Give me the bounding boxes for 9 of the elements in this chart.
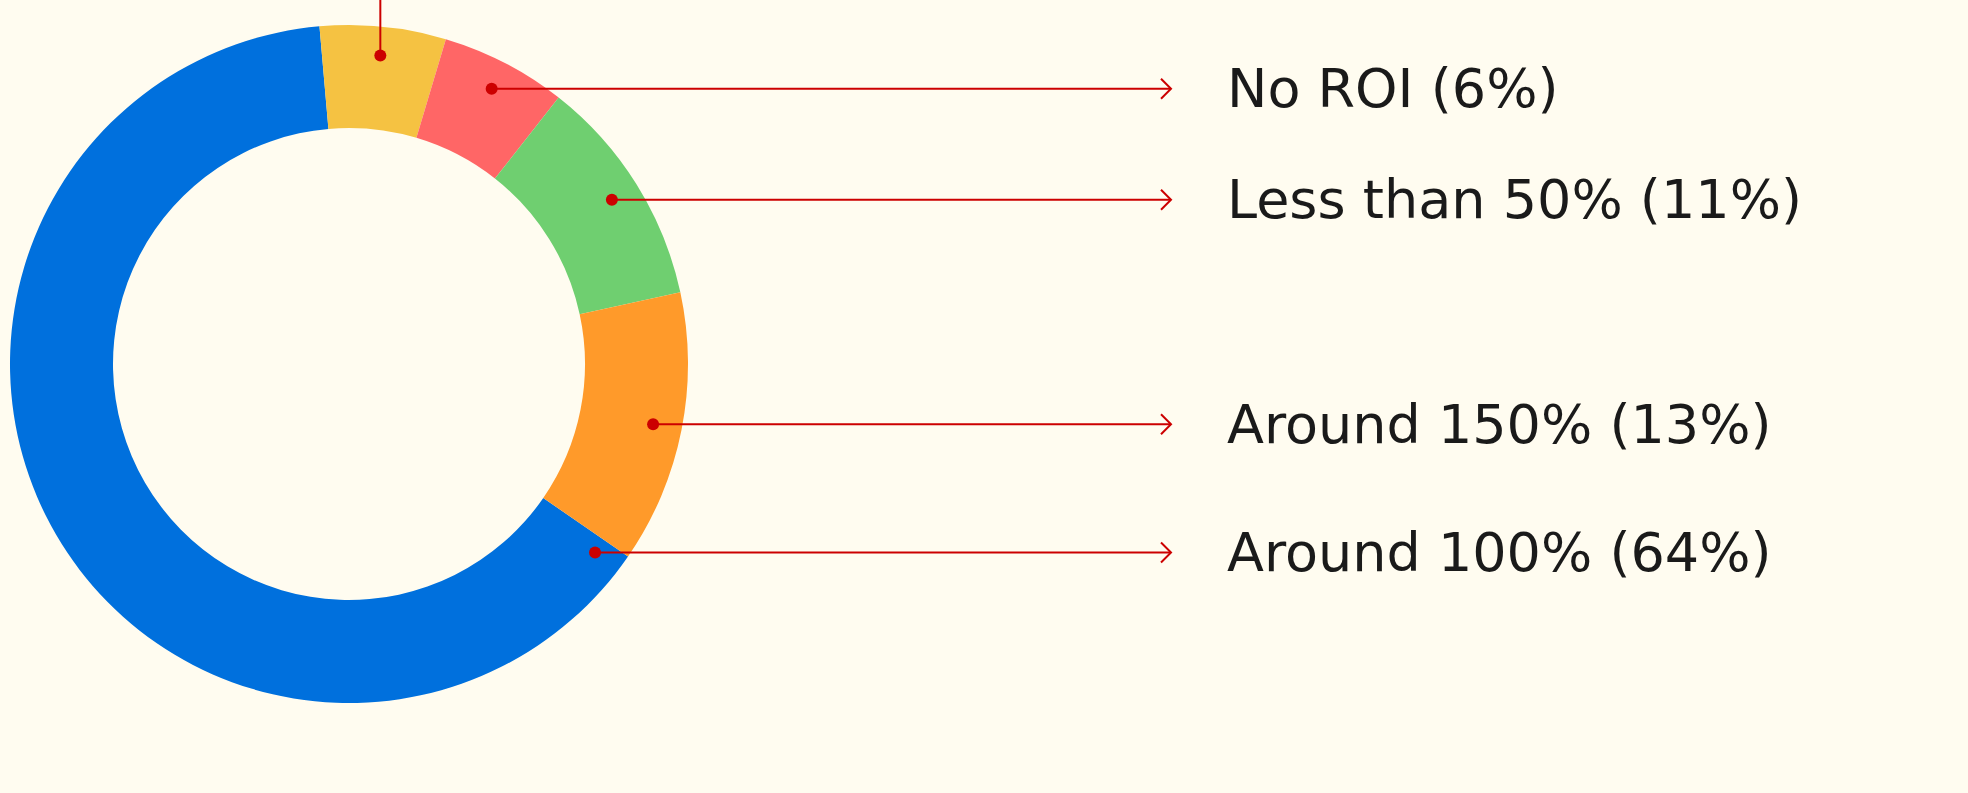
slice-label: Around 100% (64%) <box>1227 521 1772 585</box>
slice-label: Less than 50% (11%) <box>1227 168 1803 232</box>
slice-label: Around 150% (13%) <box>1227 392 1772 456</box>
donut-slice <box>319 25 446 138</box>
donut-slice <box>494 97 681 315</box>
donut-slice <box>543 292 688 557</box>
slice-label: No ROI (6%) <box>1227 57 1559 121</box>
donut-slice <box>416 39 559 179</box>
donut-slice <box>10 26 629 703</box>
